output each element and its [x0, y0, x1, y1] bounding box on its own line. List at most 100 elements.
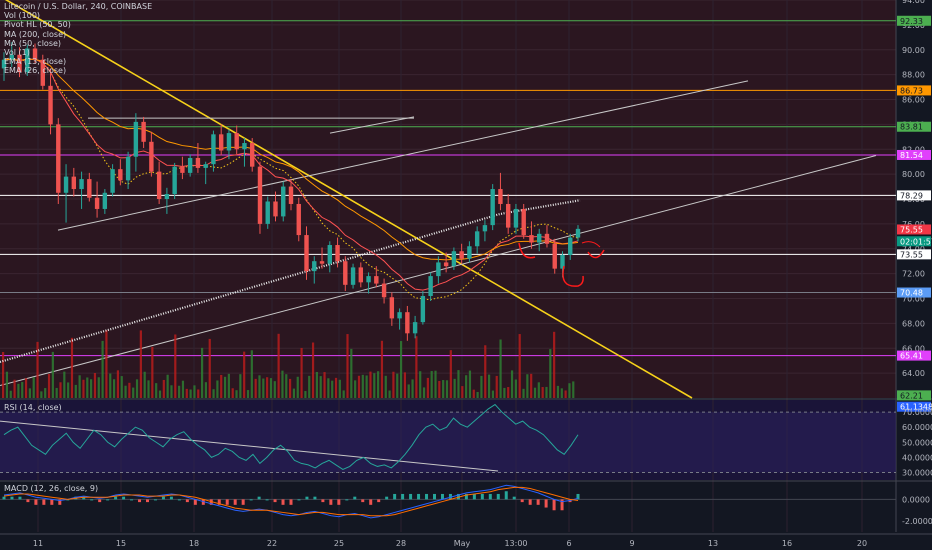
volume-bar	[204, 382, 208, 398]
candle-body	[467, 246, 472, 259]
volume-bar	[384, 375, 387, 398]
price-tag-label: 70.48	[900, 289, 923, 298]
volume-bar	[453, 378, 456, 398]
volume-bar	[124, 385, 127, 398]
volume-bars	[2, 330, 575, 398]
volume-bar	[97, 377, 100, 398]
volume-bar	[465, 375, 468, 398]
volume-bar	[396, 373, 399, 398]
volume-bar	[128, 382, 131, 398]
candle-body	[281, 186, 286, 217]
candle-body	[102, 192, 108, 209]
legend-item-vol100[interactable]: Vol (100)	[4, 11, 41, 21]
volume-bar	[296, 376, 299, 398]
candle-body	[568, 237, 573, 255]
price-tag-label: 62.21	[900, 391, 923, 400]
volume-bar	[193, 385, 196, 398]
volume-bar	[17, 383, 20, 398]
volume-bar	[468, 370, 472, 398]
macd-histogram-bar	[456, 493, 460, 500]
volume-bar	[116, 370, 119, 398]
candle-body	[443, 262, 449, 267]
candle-body	[226, 133, 232, 151]
volume-bar	[411, 379, 414, 398]
volume-bar	[243, 351, 246, 398]
candle-body	[265, 201, 270, 224]
ma200-line	[0, 199, 581, 363]
volume-bar	[380, 340, 384, 398]
candle-body	[242, 143, 247, 150]
price-tick-label: 64.00	[902, 369, 925, 378]
macd-histogram-bar	[440, 493, 444, 500]
candle-body	[288, 186, 294, 204]
candle-body	[110, 169, 115, 193]
candle-body	[133, 121, 139, 157]
price-tick-label: 82.00	[902, 145, 925, 154]
macd-label[interactable]: MACD (12, 26, close, 9)	[4, 484, 99, 493]
price-tick-label: 68.00	[902, 319, 925, 328]
volume-bar	[445, 380, 449, 398]
legend-item-ma200[interactable]: MA (200, close)	[4, 29, 67, 39]
volume-bar	[415, 336, 418, 398]
volume-bar	[21, 382, 24, 398]
macd-histogram-bar	[106, 499, 110, 501]
macd-histogram-bar	[393, 493, 397, 500]
price-tag-bg	[897, 121, 931, 132]
candle-body	[521, 208, 526, 236]
legend-item-ema13[interactable]: EMA (13, close)	[4, 57, 67, 67]
time-tick-label: 25	[334, 539, 344, 548]
candle-body	[474, 231, 480, 247]
price-tick-label: 94.00	[902, 0, 925, 5]
rsi-band	[0, 412, 896, 473]
candle-body	[552, 243, 557, 269]
candle-body	[405, 312, 410, 334]
volume-bar	[262, 378, 265, 398]
time-tick-label: 18	[189, 539, 199, 548]
legend-item-pivot[interactable]: Pivot HL (50, 50)	[4, 20, 71, 30]
volume-bar	[495, 375, 498, 398]
candle-body	[459, 251, 464, 259]
macd-histogram-bar	[177, 499, 181, 501]
volume-bar	[476, 391, 479, 398]
macd-signal-line	[3, 486, 579, 517]
candle-body	[79, 179, 84, 190]
legend-item-ma50[interactable]: MA (50, close)	[4, 38, 62, 48]
volume-bar	[346, 334, 349, 398]
volume-bar	[365, 375, 368, 398]
legend-item-vol1[interactable]: Vol (1)	[4, 48, 30, 58]
volume-bar	[289, 378, 292, 398]
macd-histogram-bar	[281, 499, 285, 505]
volume-bar	[258, 375, 261, 398]
volume-bar	[59, 382, 62, 398]
legend-item-ema26[interactable]: EMA (26, close)	[4, 66, 67, 76]
volume-bar	[399, 341, 403, 398]
volume-bar	[304, 391, 307, 398]
volume-bar	[208, 338, 211, 398]
volume-bar	[499, 339, 502, 398]
volume-bar	[67, 382, 70, 398]
volume-bar	[135, 379, 139, 398]
volume-bar	[503, 387, 506, 398]
candle-body	[358, 267, 364, 283]
macd-histogram-bar	[353, 496, 357, 500]
volume-bar	[319, 376, 322, 398]
candle-body	[1, 59, 7, 69]
candle-body	[125, 156, 131, 181]
candle-body	[389, 297, 395, 319]
candle-body	[180, 166, 185, 173]
macd-histogram-bar	[321, 499, 325, 503]
candle-body	[366, 276, 371, 283]
volume-bar	[147, 380, 150, 398]
macd-histogram-bar	[18, 496, 22, 500]
price-tick-label: 90.00	[902, 46, 925, 55]
rsi-label[interactable]: RSI (14, close)	[4, 403, 62, 412]
rsi-trend-line	[0, 420, 499, 472]
volume-bar	[185, 388, 188, 398]
macd-panel-bg	[0, 482, 896, 532]
volume-bar	[388, 390, 391, 398]
macd-histogram-bar	[201, 499, 205, 505]
volume-bar	[227, 373, 230, 398]
candle-body	[203, 164, 208, 168]
volume-bar	[373, 373, 376, 398]
